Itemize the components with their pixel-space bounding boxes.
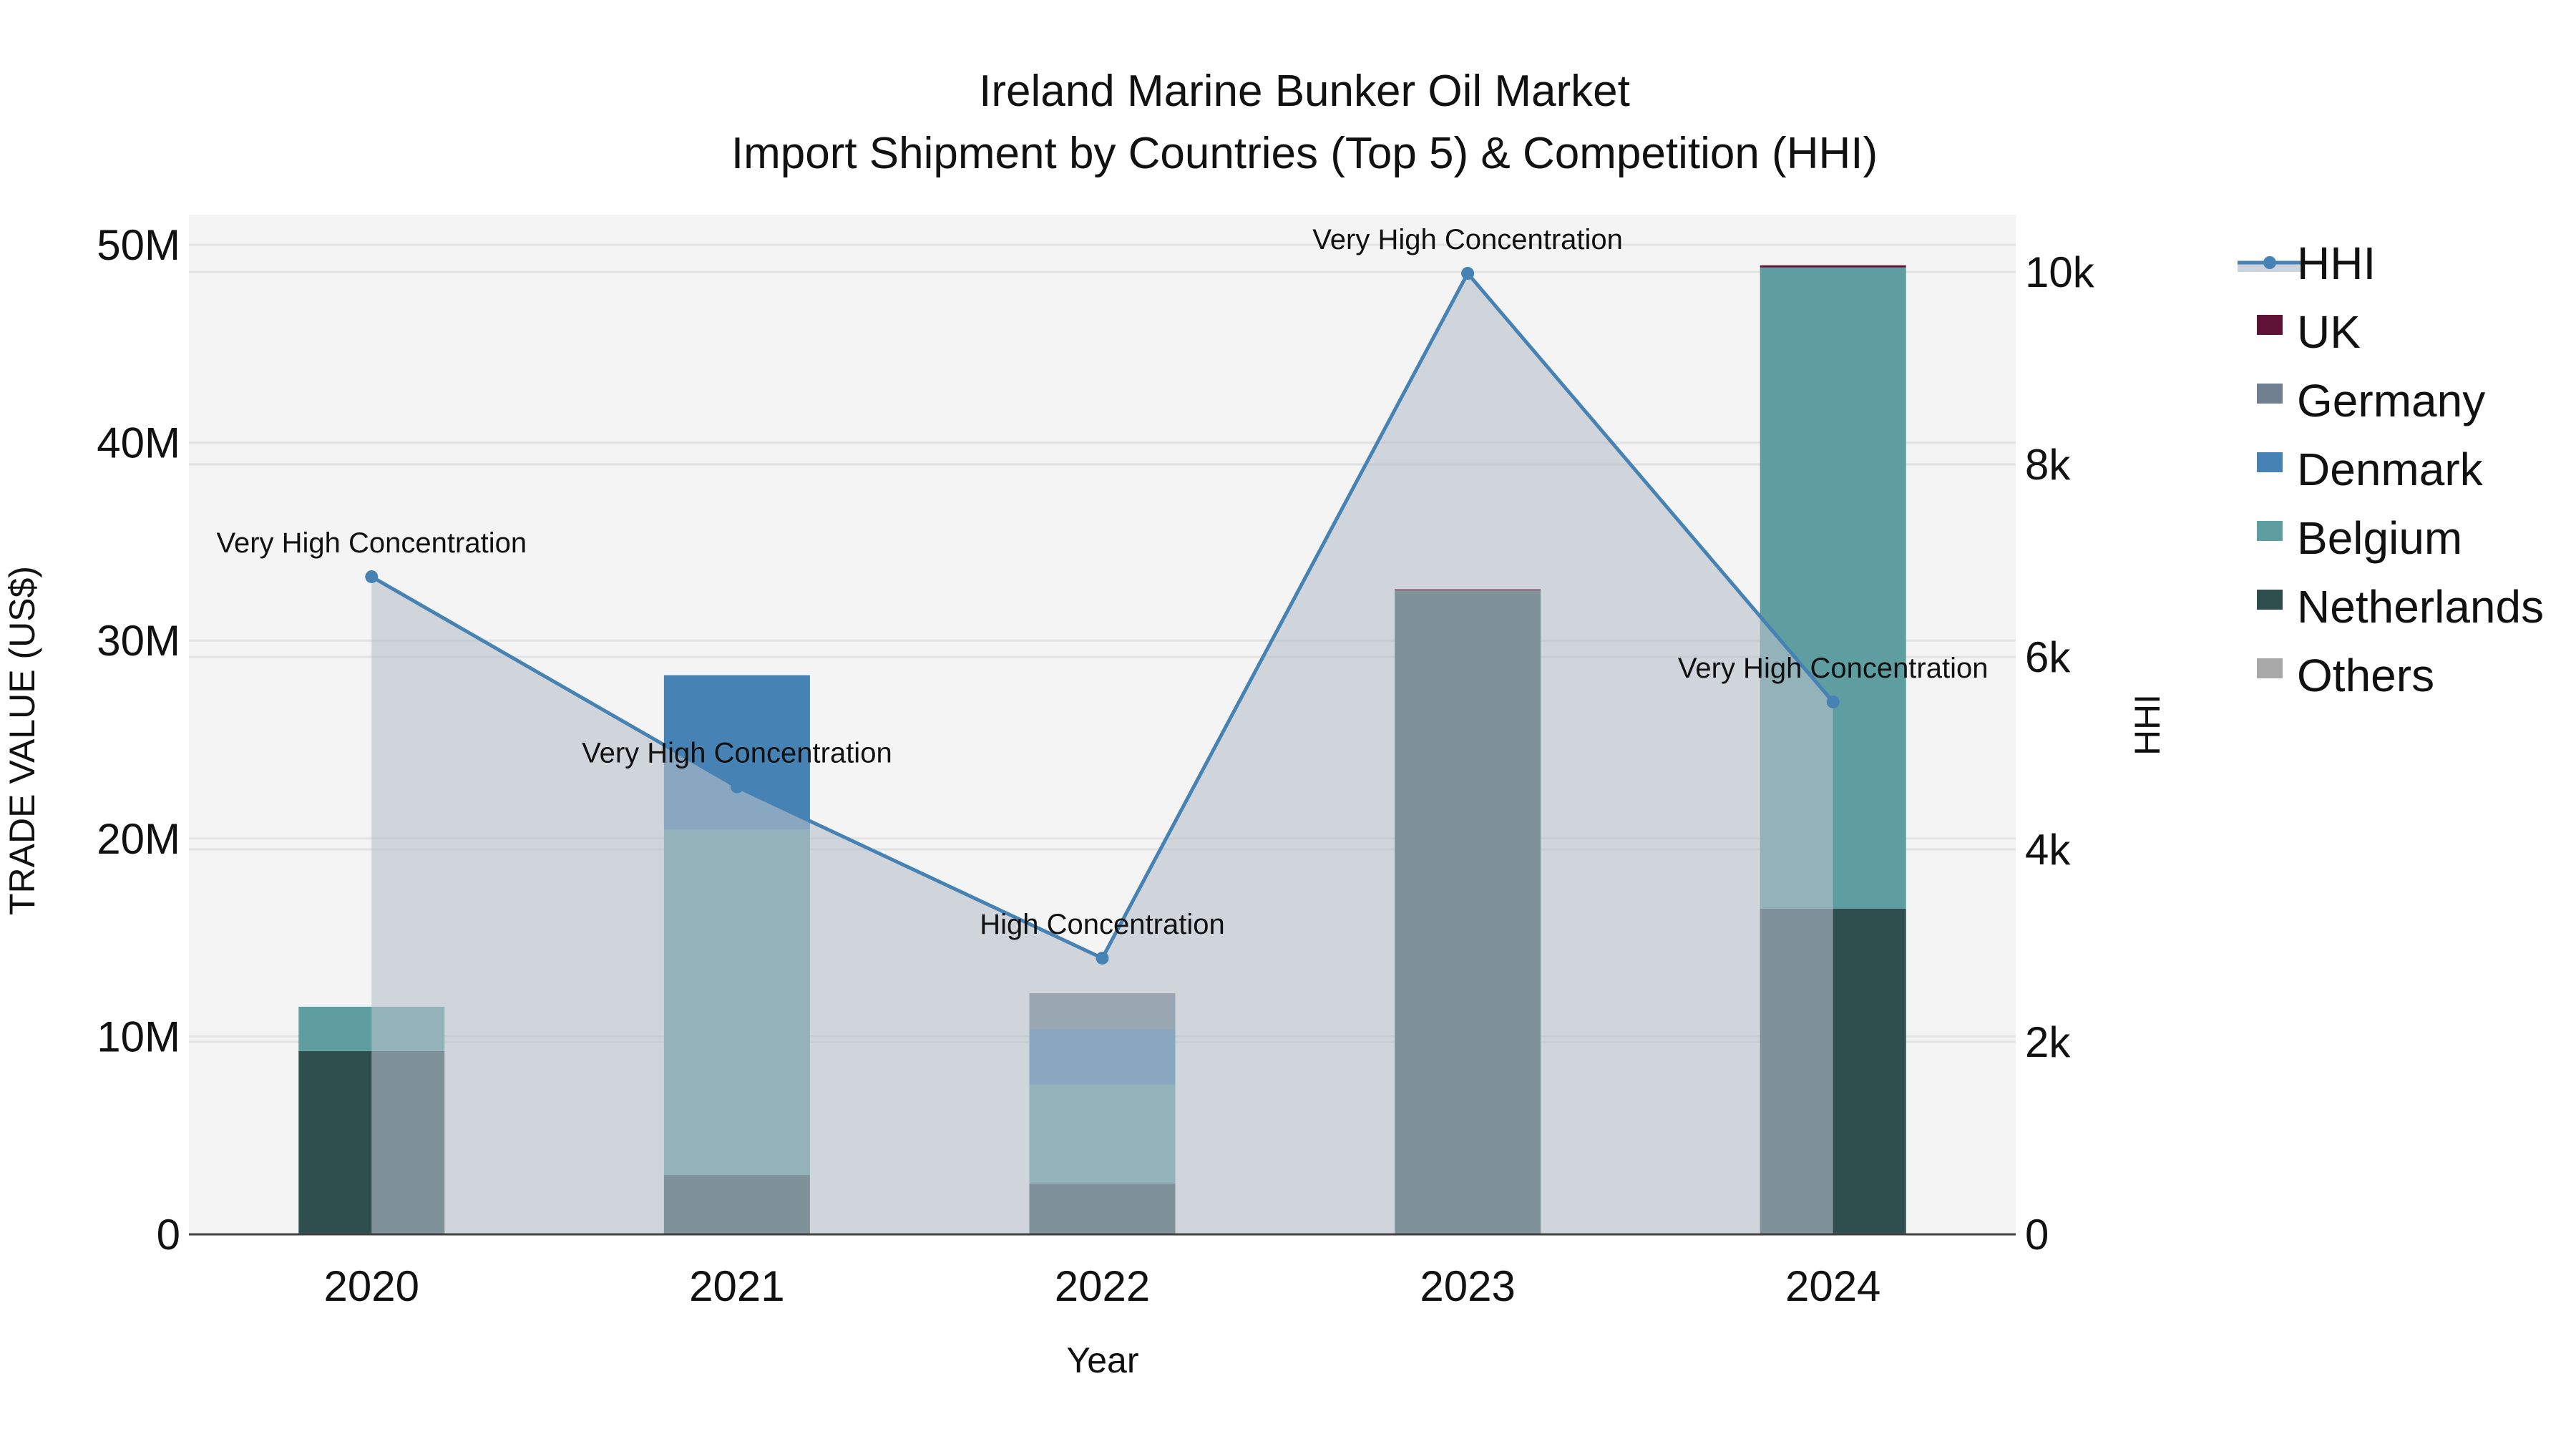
y-left-tick-label: 50M xyxy=(97,221,180,269)
legend-label-germany: Germany xyxy=(2297,375,2485,426)
hhi-annotations: Very High Concentration Very High Concent… xyxy=(217,224,1989,940)
hhi-legend-marker-icon xyxy=(2263,256,2276,269)
x-axis-title: Year xyxy=(1066,1340,1138,1380)
belgium-legend-swatch-icon xyxy=(2257,521,2283,541)
x-tick-label: 2024 xyxy=(1785,1262,1880,1310)
denmark-legend-swatch-icon xyxy=(2257,452,2283,472)
hhi-area xyxy=(371,273,1833,1235)
y-right-tick-label: 4k xyxy=(2025,826,2071,874)
legend-label-others: Others xyxy=(2297,650,2434,701)
y-right-tick-label: 8k xyxy=(2025,441,2071,489)
germany-legend-swatch-icon xyxy=(2257,384,2283,404)
y-left-tick-label: 0 xyxy=(157,1211,180,1259)
legend-label-netherlands: Netherlands xyxy=(2297,581,2544,633)
y-right-tick-label: 0 xyxy=(2025,1211,2049,1259)
netherlands-legend-swatch-icon xyxy=(2257,590,2283,610)
y-left-ticks: 0 10M 20M 30M 40M 50M xyxy=(97,221,180,1259)
y-right-tick-label: 10k xyxy=(2025,248,2095,296)
legend-label-hhi: HHI xyxy=(2297,238,2376,289)
hhi-annotation: Very High Concentration xyxy=(1312,224,1623,255)
chart-title-line2: Import Shipment by Countries (Top 5) & C… xyxy=(731,129,1878,178)
hhi-marker xyxy=(365,570,379,583)
x-tick-label: 2023 xyxy=(1420,1262,1515,1310)
y-left-tick-label: 30M xyxy=(97,617,180,665)
others-legend-swatch-icon xyxy=(2257,658,2283,678)
y-left-tick-label: 20M xyxy=(97,815,180,863)
y-left-tick-label: 40M xyxy=(97,419,180,467)
uk-legend-swatch-icon xyxy=(2257,315,2283,335)
legend-label-uk: UK xyxy=(2297,306,2361,358)
legend-label-belgium: Belgium xyxy=(2297,512,2462,564)
y-right-tick-label: 2k xyxy=(2025,1018,2071,1066)
x-ticks: 2020 2021 2022 2023 2024 xyxy=(324,1262,1881,1310)
legend-label-denmark: Denmark xyxy=(2297,444,2484,495)
hhi-annotation: Very High Concentration xyxy=(1678,653,1989,684)
hhi-marker xyxy=(1096,951,1109,965)
y-right-axis-title: HHI xyxy=(2127,694,2167,756)
hhi-marker xyxy=(1461,267,1475,280)
y-left-axis-title: TRADE VALUE (US$) xyxy=(2,566,42,915)
y-right-ticks: 0 2k 4k 6k 8k 10k xyxy=(2025,248,2095,1259)
legend: HHI UK Germany Denmark Belgium Netherlands Oth… xyxy=(2238,238,2544,701)
hhi-annotation: Very High Concentration xyxy=(217,527,527,559)
hhi-series xyxy=(365,267,1840,1235)
x-tick-label: 2022 xyxy=(1055,1262,1150,1310)
x-tick-label: 2020 xyxy=(324,1262,419,1310)
hhi-marker xyxy=(730,780,743,794)
chart-title-line1: Ireland Marine Bunker Oil Market xyxy=(979,67,1630,116)
x-tick-label: 2021 xyxy=(689,1262,784,1310)
y-left-tick-label: 10M xyxy=(97,1013,180,1060)
y-right-tick-label: 6k xyxy=(2025,633,2071,681)
bar-segment-uk xyxy=(1760,265,1906,268)
hhi-marker xyxy=(1826,695,1840,708)
hhi-annotation: Very High Concentration xyxy=(582,738,892,769)
hhi-annotation: High Concentration xyxy=(980,909,1224,940)
